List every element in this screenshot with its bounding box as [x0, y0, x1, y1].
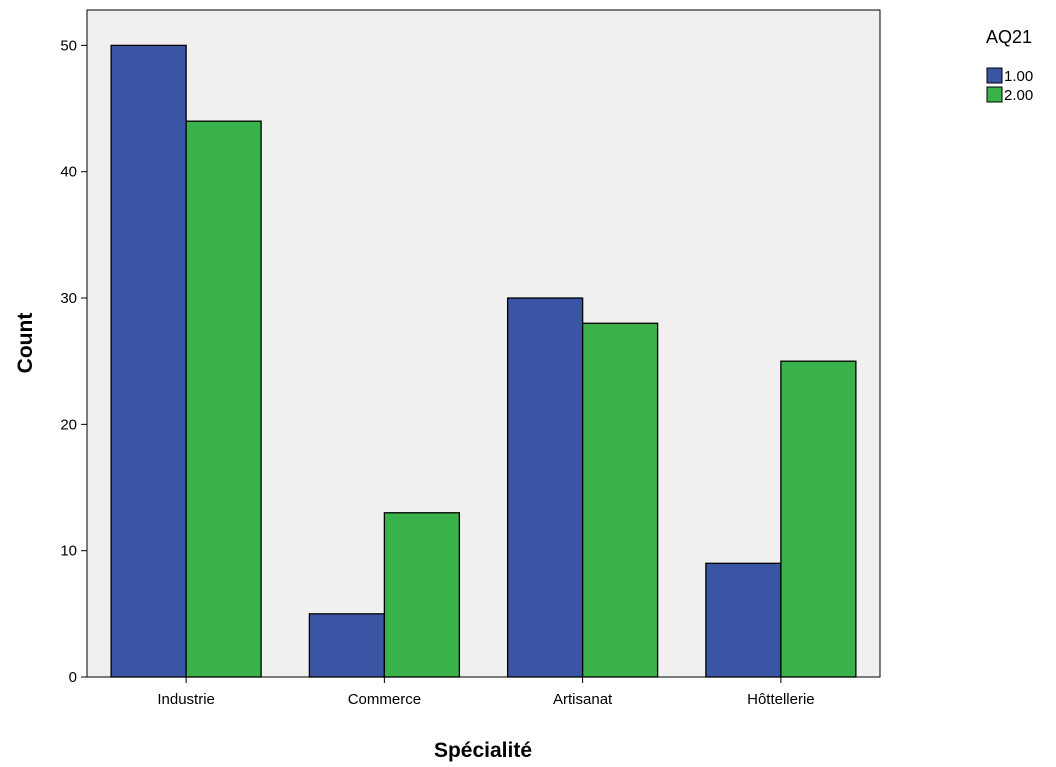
x-tick-label: Hôttellerie	[747, 691, 815, 708]
legend: AQ21 1.00 2.00	[986, 27, 1033, 104]
y-tick-label: 20	[60, 416, 77, 433]
x-tick-label: Commerce	[348, 691, 421, 708]
bar	[383, 512, 461, 678]
y-tick-label: 0	[69, 669, 77, 686]
y-tick-label: 10	[60, 543, 77, 560]
y-tick-label: 50	[60, 37, 77, 54]
legend-label: 1.00	[1004, 68, 1033, 85]
bar	[110, 44, 187, 678]
legend-swatch	[986, 67, 1003, 84]
y-tick-label: 30	[60, 290, 77, 307]
bar	[185, 120, 262, 678]
y-axis: 0 10 20 30 40 50	[60, 37, 87, 686]
bar	[308, 613, 386, 678]
bar	[705, 562, 782, 678]
bars	[110, 44, 857, 678]
bar	[780, 360, 857, 678]
x-axis-title: Spécialité	[434, 739, 532, 762]
y-tick-label: 40	[60, 164, 77, 181]
legend-swatch	[986, 86, 1003, 103]
legend-title: AQ21	[986, 27, 1032, 47]
x-axis: Industrie Commerce Artisanat Hôttellerie	[157, 677, 815, 708]
bar	[581, 322, 659, 678]
legend-label: 2.00	[1004, 87, 1033, 104]
x-tick-label: Artisanat	[553, 691, 613, 708]
y-axis-title: Count	[14, 313, 37, 374]
x-tick-label: Industrie	[157, 691, 215, 708]
bar	[506, 297, 584, 678]
